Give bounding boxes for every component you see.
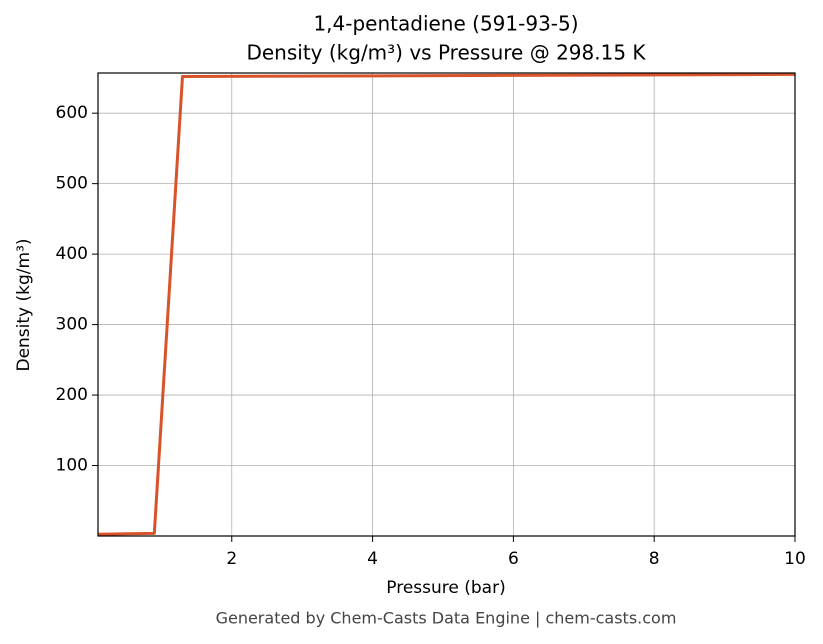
x-tick-label: 4 — [367, 549, 378, 569]
x-tick-label: 10 — [784, 549, 806, 569]
x-tick-label: 8 — [649, 549, 660, 569]
chart-subtitle: Density (kg/m³) vs Pressure @ 298.15 K — [246, 41, 646, 65]
y-tick-label: 300 — [56, 315, 88, 335]
y-tick-label: 200 — [56, 385, 88, 405]
y-tick-label: 400 — [56, 244, 88, 264]
y-tick-label: 100 — [56, 456, 88, 476]
chart-title: 1,4-pentadiene (591-93-5) — [313, 12, 578, 36]
y-tick-label: 600 — [56, 103, 88, 123]
footer: Generated by Chem-Casts Data Engine | ch… — [216, 609, 677, 628]
y-axis-label: Density (kg/m³) — [14, 238, 34, 371]
x-tick-label: 2 — [226, 549, 237, 569]
x-axis-label: Pressure (bar) — [386, 578, 505, 598]
plot-frame — [97, 72, 796, 537]
data-line — [98, 72, 795, 536]
y-tick-label: 500 — [56, 174, 88, 194]
x-tick-label: 6 — [508, 549, 519, 569]
